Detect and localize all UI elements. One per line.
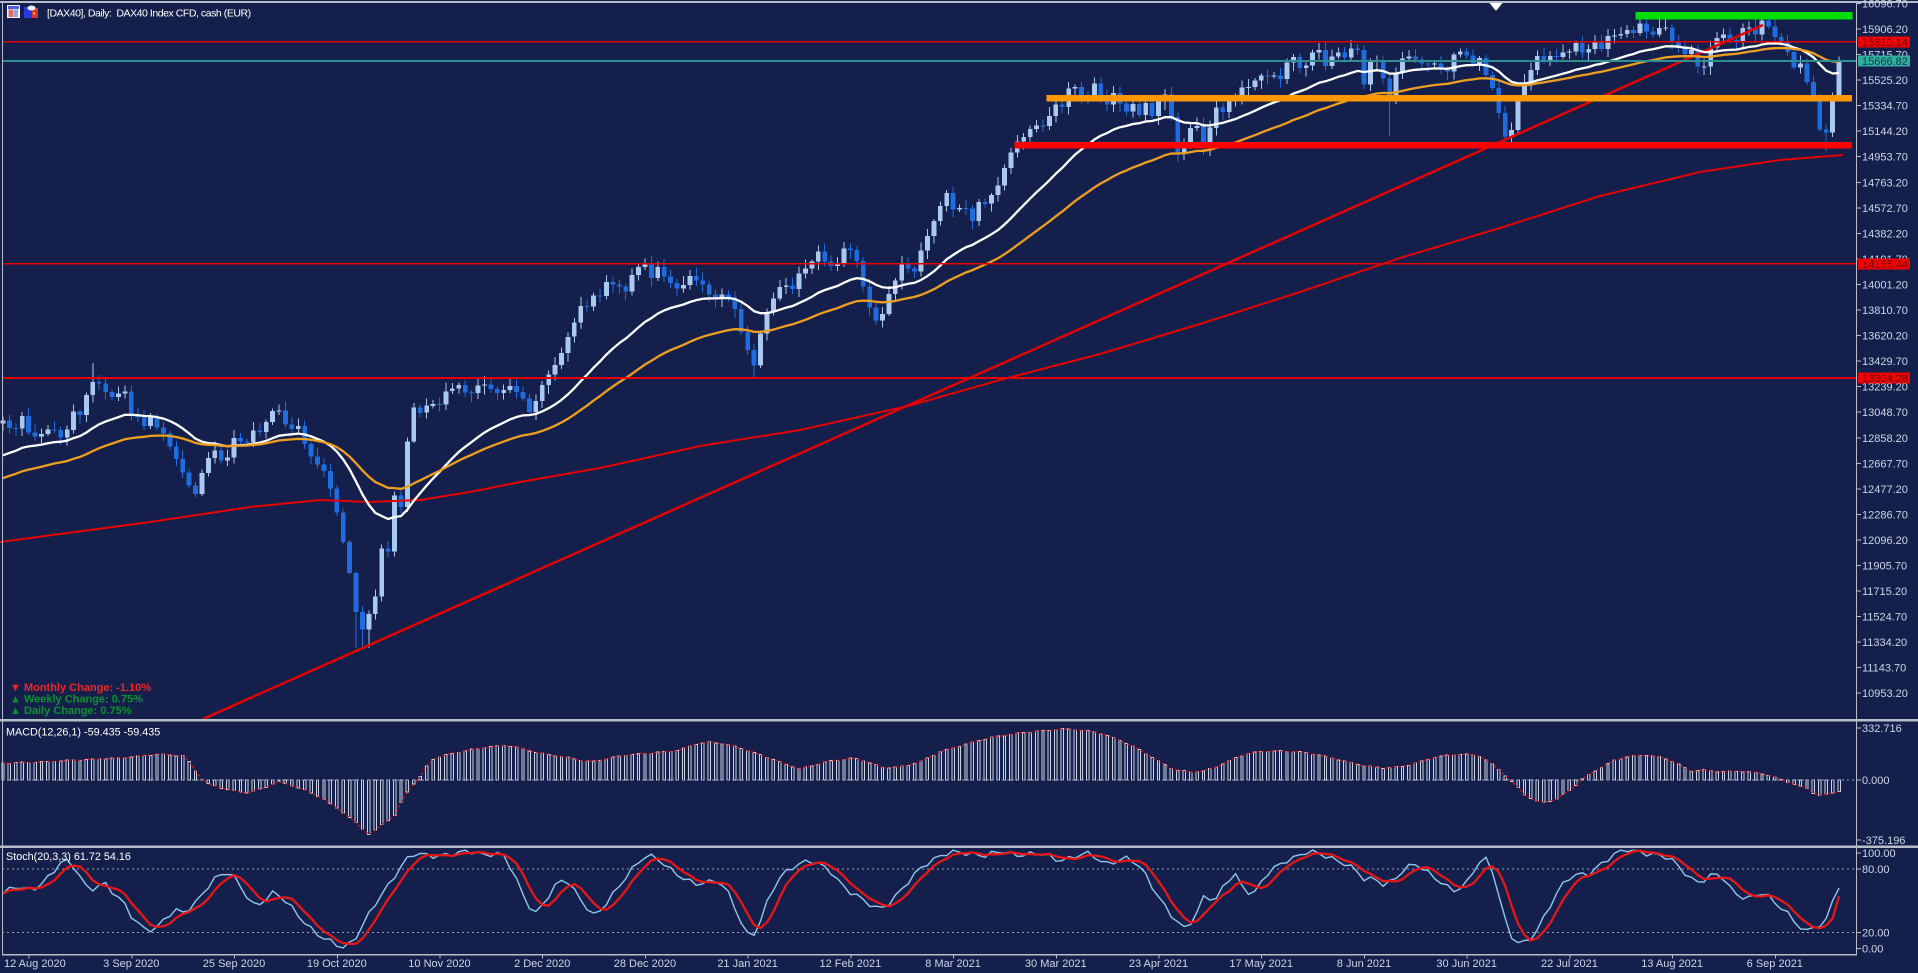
svg-text:13 Aug 2021: 13 Aug 2021 [1641,958,1703,970]
svg-text:0.00: 0.00 [1862,944,1883,956]
svg-text:MACD(12,26,1) -59.435 -59.435: MACD(12,26,1) -59.435 -59.435 [6,727,160,739]
svg-text:▲ Daily Change: 0.75%: ▲ Daily Change: 0.75% [10,705,132,717]
svg-text:12096.20: 12096.20 [1862,535,1908,547]
svg-text:11524.70: 11524.70 [1862,612,1907,624]
svg-text:21 Jan 2021: 21 Jan 2021 [717,958,778,970]
svg-text:6 Sep 2021: 6 Sep 2021 [1747,958,1803,970]
svg-text:15810.14: 15810.14 [1862,37,1908,49]
svg-text:▼ Monthly Change: -1.10%: ▼ Monthly Change: -1.10% [10,682,151,694]
svg-text:8 Jun 2021: 8 Jun 2021 [1337,958,1391,970]
svg-text:11715.20: 11715.20 [1862,586,1907,598]
svg-text:14382.20: 14382.20 [1862,228,1908,240]
svg-text:0.000: 0.000 [1862,775,1890,787]
svg-text:2 Dec 2020: 2 Dec 2020 [514,958,570,970]
svg-text:28 Dec 2020: 28 Dec 2020 [614,958,676,970]
svg-text:14572.70: 14572.70 [1862,203,1908,215]
svg-text:13239.20: 13239.20 [1862,382,1908,394]
svg-text:12 Aug 2020: 12 Aug 2020 [4,958,66,970]
svg-text:332.716: 332.716 [1862,723,1902,735]
svg-text:13048.70: 13048.70 [1862,407,1908,419]
svg-text:13304.28: 13304.28 [1862,373,1908,385]
svg-text:14001.20: 14001.20 [1862,280,1908,292]
svg-text:14953.70: 14953.70 [1862,152,1908,164]
svg-text:12477.20: 12477.20 [1862,484,1908,496]
svg-text:11905.70: 11905.70 [1862,561,1907,573]
svg-text:11143.70: 11143.70 [1862,663,1906,675]
svg-text:17 May 2021: 17 May 2021 [1229,958,1293,970]
svg-text:3 Sep 2020: 3 Sep 2020 [103,958,159,970]
svg-text:15906.20: 15906.20 [1862,24,1908,36]
svg-text:30 Mar 2021: 30 Mar 2021 [1025,958,1087,970]
svg-text:13429.70: 13429.70 [1862,356,1908,368]
svg-text:23 Apr 2021: 23 Apr 2021 [1129,958,1188,970]
svg-text:100.00: 100.00 [1862,848,1896,860]
svg-text:▲ Weekly Change: 0.75%: ▲ Weekly Change: 0.75% [10,694,143,706]
svg-text:10 Nov 2020: 10 Nov 2020 [408,958,470,970]
svg-text:12858.20: 12858.20 [1862,433,1908,445]
svg-text:12667.70: 12667.70 [1862,458,1908,470]
svg-text:15144.20: 15144.20 [1862,126,1908,138]
svg-text:30 Jun 2021: 30 Jun 2021 [1436,958,1497,970]
svg-text:22 Jul 2021: 22 Jul 2021 [1541,958,1598,970]
svg-text:14763.20: 14763.20 [1862,177,1908,189]
svg-text:Stoch(20,3,3) 61.72 54.16: Stoch(20,3,3) 61.72 54.16 [6,851,131,863]
svg-text:15666.82: 15666.82 [1862,56,1908,68]
svg-text:[DAX40], Daily: DAX40 Index C: [DAX40], Daily: DAX40 Index CFD, cash (E… [47,8,251,20]
svg-text:15525.20: 15525.20 [1862,75,1908,87]
svg-text:10953.20: 10953.20 [1862,688,1908,700]
svg-text:12286.70: 12286.70 [1862,509,1908,521]
svg-text:12 Feb 2021: 12 Feb 2021 [820,958,882,970]
svg-text:25 Sep 2020: 25 Sep 2020 [203,958,265,970]
svg-text:14155.44: 14155.44 [1862,259,1908,271]
svg-text:13620.20: 13620.20 [1862,331,1908,343]
svg-text:19 Oct 2020: 19 Oct 2020 [307,958,367,970]
svg-text:20.00: 20.00 [1862,928,1890,940]
svg-text:8 Mar 2021: 8 Mar 2021 [925,958,981,970]
svg-text:15334.70: 15334.70 [1862,101,1908,113]
svg-text:80.00: 80.00 [1862,864,1890,876]
svg-text:16096.70: 16096.70 [1862,0,1908,10]
svg-text:11334.20: 11334.20 [1862,637,1907,649]
svg-text:13810.70: 13810.70 [1862,305,1908,317]
svg-text:-375.196: -375.196 [1862,835,1905,847]
